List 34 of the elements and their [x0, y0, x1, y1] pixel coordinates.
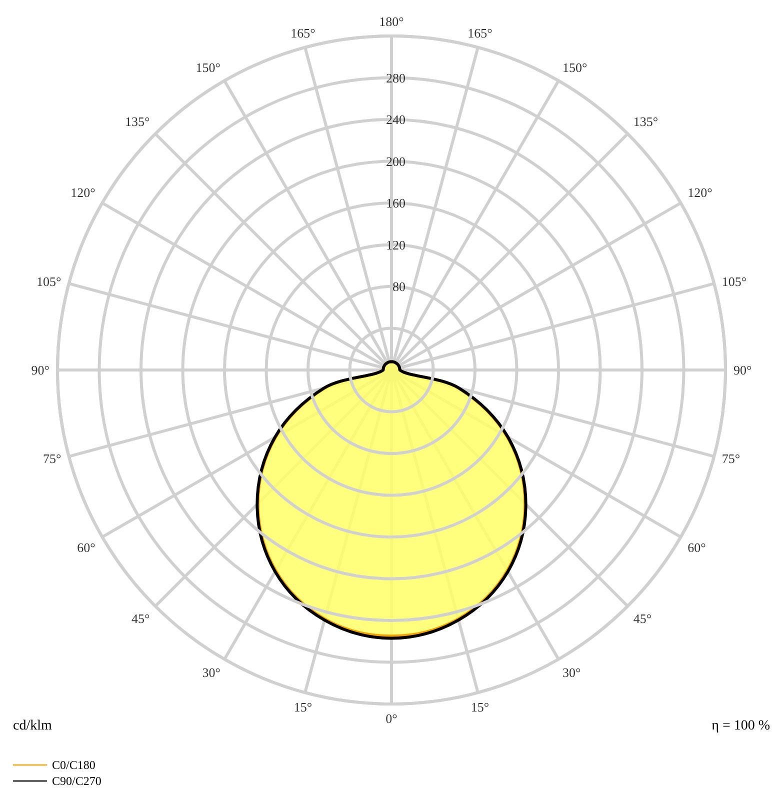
spoke-label: 15° [294, 699, 312, 714]
text: η = 100 % [712, 718, 770, 734]
spoke-label: 150° [562, 60, 588, 75]
y-tick-label: 280 [386, 70, 406, 86]
spoke-label: 45° [633, 610, 652, 626]
legend-label: C90/C270 [52, 774, 102, 788]
spoke-label: 135° [633, 114, 658, 130]
y-tick-label: 120 [386, 237, 406, 252]
spoke-label: 90° [734, 362, 752, 378]
spoke-label: 165° [468, 26, 492, 41]
spoke-label: 60° [688, 540, 706, 555]
spoke-label: 135° [124, 114, 150, 130]
spoke-label: 75° [42, 451, 62, 466]
y-tick-label: 240 [386, 112, 406, 127]
y-tick-label: 80 [392, 279, 406, 294]
spoke-label: 120° [70, 185, 96, 200]
spoke-label: 180° [379, 14, 404, 29]
text: cd/klm [13, 718, 52, 734]
spoke-label: 0° [386, 711, 398, 726]
spoke-label: 75° [722, 451, 740, 466]
y-tick-label: 160 [386, 196, 406, 210]
spoke-label: 15° [470, 699, 490, 714]
spoke-label: 30° [562, 665, 581, 680]
spoke-label: 120° [688, 185, 712, 200]
spoke-label: 90° [31, 362, 50, 378]
spoke-label: 105° [36, 274, 62, 289]
spoke-label: 30° [202, 665, 220, 680]
legend-label: C0/C180 [52, 758, 96, 772]
spoke-label: 45° [131, 610, 150, 626]
spoke-label: 105° [722, 274, 747, 289]
spoke-label: 60° [77, 540, 96, 555]
y-tick-label: 200 [386, 154, 406, 169]
spoke-label: 150° [196, 60, 220, 75]
spoke-label: 165° [290, 26, 316, 41]
